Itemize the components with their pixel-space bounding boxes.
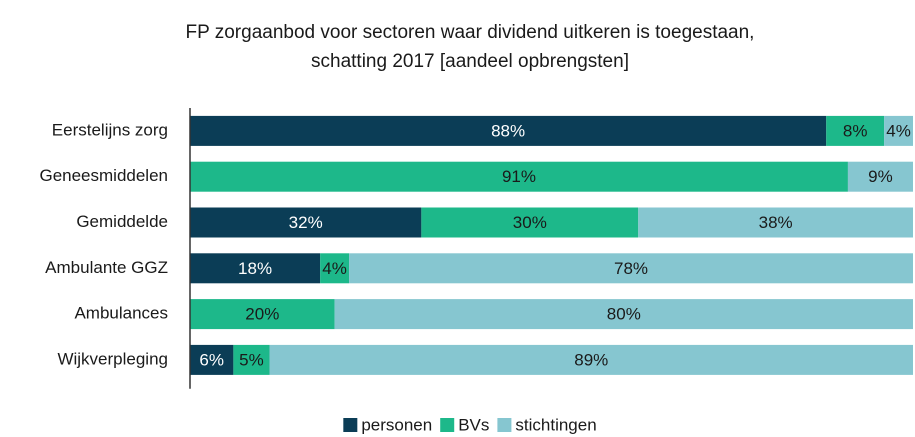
bar-segment (638, 207, 913, 238)
bar-segment (421, 207, 639, 238)
legend-label: personen (361, 415, 432, 434)
bar-segment (334, 299, 914, 330)
data-label: 4% (886, 121, 911, 140)
legend-label: BVs (458, 415, 489, 434)
y-tick-label: Wijkverpleging (57, 349, 168, 368)
data-label: 4% (322, 259, 347, 278)
data-label: 88% (491, 121, 525, 140)
y-tick-label: Gemiddelde (76, 212, 168, 231)
bar-segment (190, 115, 827, 146)
data-label: 91% (502, 167, 536, 186)
bar-segment (269, 344, 913, 375)
data-label: 18% (238, 259, 272, 278)
data-label: 89% (574, 350, 608, 369)
bar-segment (233, 344, 270, 375)
y-tick-label: Ambulances (74, 304, 168, 323)
chart-title: FP zorgaanbod voor sectoren waar dividen… (186, 22, 755, 43)
legend-swatch (343, 418, 358, 432)
legend-swatch (497, 418, 512, 432)
bar-segment (190, 161, 848, 192)
bar-segment (190, 207, 422, 238)
bar-segment (884, 115, 913, 146)
bar-segment (190, 253, 321, 284)
data-label: 38% (759, 213, 793, 232)
data-label: 20% (245, 305, 279, 324)
bar-segment (190, 344, 234, 375)
y-tick-label: Geneesmiddelen (39, 166, 168, 185)
bar-segment (847, 161, 913, 192)
bar-segment (320, 253, 350, 284)
bar-segment (826, 115, 885, 146)
data-label: 78% (614, 259, 648, 278)
data-label: 9% (868, 167, 893, 186)
bar-segment (349, 253, 913, 284)
data-label: 5% (239, 350, 264, 369)
y-tick-label: Ambulante GGZ (45, 258, 168, 277)
data-label: 80% (607, 305, 641, 324)
legend-label: stichtingen (515, 415, 596, 434)
legend-swatch (440, 418, 455, 432)
bar-segment (190, 299, 335, 330)
data-label: 8% (843, 121, 868, 140)
y-tick-label: Eerstelijns zorg (52, 120, 168, 139)
chart-title: schatting 2017 [aandeel opbrengsten] (311, 51, 629, 72)
data-label: 32% (289, 213, 323, 232)
data-label: 6% (199, 350, 224, 369)
data-label: 30% (513, 213, 547, 232)
